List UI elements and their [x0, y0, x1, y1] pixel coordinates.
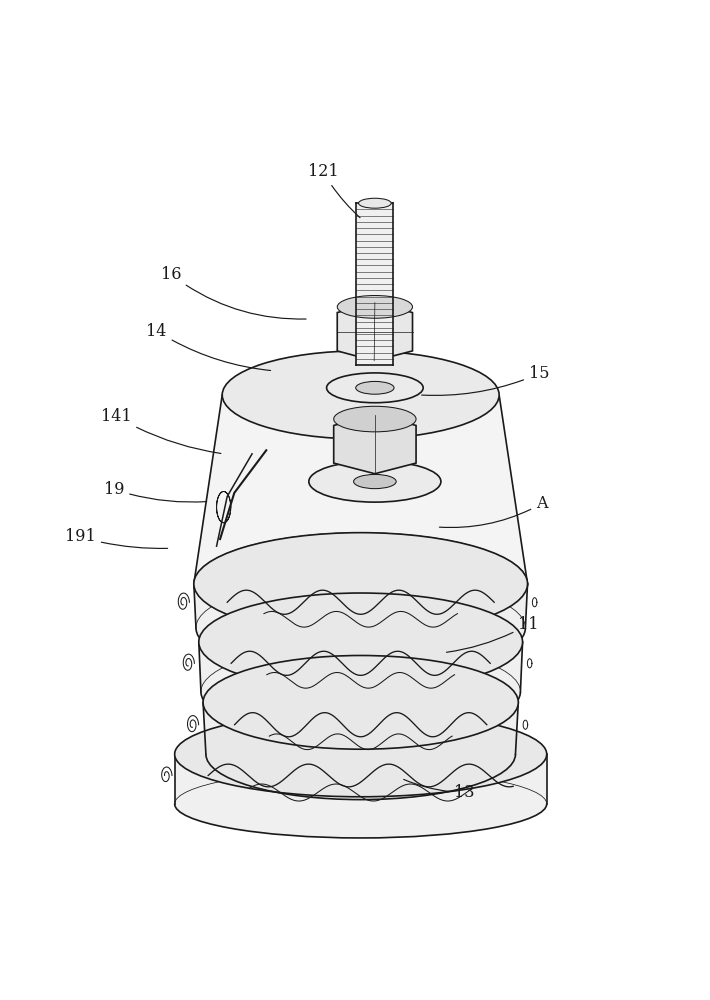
- Ellipse shape: [356, 381, 394, 394]
- Ellipse shape: [203, 655, 518, 749]
- Text: 16: 16: [160, 266, 306, 319]
- Polygon shape: [337, 303, 413, 361]
- Polygon shape: [175, 712, 547, 838]
- Polygon shape: [194, 533, 528, 677]
- Text: 191: 191: [65, 528, 168, 548]
- Text: 13: 13: [404, 779, 475, 801]
- Ellipse shape: [309, 461, 441, 502]
- Text: 14: 14: [146, 323, 271, 371]
- Ellipse shape: [199, 593, 523, 691]
- Polygon shape: [194, 351, 528, 635]
- Ellipse shape: [175, 712, 547, 797]
- Text: 19: 19: [104, 481, 207, 502]
- Text: 15: 15: [422, 365, 550, 395]
- Ellipse shape: [327, 373, 423, 403]
- FancyBboxPatch shape: [356, 203, 393, 365]
- Text: 121: 121: [307, 163, 360, 218]
- Ellipse shape: [359, 198, 391, 208]
- Polygon shape: [199, 593, 523, 739]
- Ellipse shape: [337, 296, 413, 318]
- Ellipse shape: [354, 474, 396, 489]
- Polygon shape: [203, 656, 518, 800]
- Ellipse shape: [194, 533, 528, 635]
- Text: 11: 11: [447, 616, 539, 652]
- Ellipse shape: [334, 406, 416, 432]
- Polygon shape: [334, 415, 416, 474]
- Ellipse shape: [222, 351, 499, 439]
- Text: 141: 141: [101, 408, 221, 453]
- Text: A: A: [439, 495, 547, 528]
